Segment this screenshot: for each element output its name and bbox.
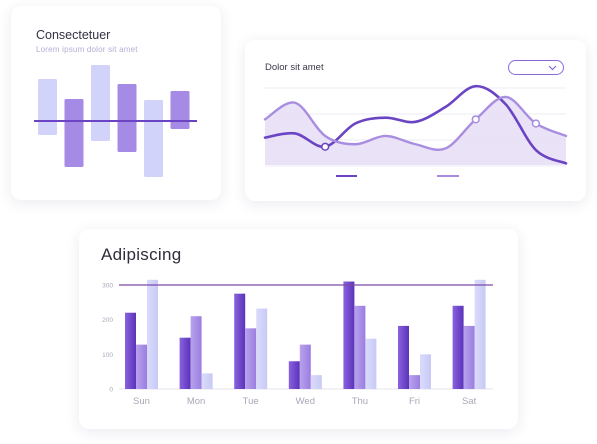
card-title: Dolor sit amet: [265, 62, 324, 73]
x-tick-label: Sun: [133, 396, 150, 407]
x-tick-label: Thu: [352, 396, 368, 407]
bar: [474, 279, 486, 389]
card-title: Adipiscing: [101, 245, 182, 264]
y-tick-label: 300: [102, 283, 113, 290]
x-tick-label: Mon: [187, 396, 205, 407]
floating-bar: [117, 84, 137, 152]
line-chart: [263, 84, 568, 177]
card-subtitle: Lorem ipsum dolor sit amet: [36, 45, 138, 54]
bar: [201, 373, 213, 389]
bar: [354, 305, 366, 389]
chevron-down-icon: [548, 65, 557, 71]
period-dropdown[interactable]: [508, 60, 564, 75]
grouped-bar-chart-card: Adipiscing 0 100 200 300 Sun Mon Tue Wed Thu Fri S…: [79, 229, 518, 429]
line-chart-card: Dolor sit amet: [245, 40, 586, 201]
bar: [452, 305, 464, 389]
floating-bar: [144, 100, 163, 177]
y-tick-label: 200: [102, 317, 113, 324]
data-point-marker[interactable]: [531, 119, 541, 128]
y-tick-label: 0: [109, 387, 113, 394]
floating-bar: [38, 79, 57, 135]
bar: [190, 316, 202, 389]
series-area: [265, 96, 566, 165]
x-tick-label: Tue: [243, 396, 259, 407]
grouped-bar-chart: 0 100 200 300 Sun Mon Tue Wed Thu Fri Sat: [102, 279, 493, 407]
bar: [310, 375, 322, 389]
bar: [234, 293, 246, 389]
series-line: [263, 95, 568, 151]
bar: [343, 281, 355, 389]
floating-bar-chart: [34, 65, 197, 177]
bar: [147, 279, 158, 389]
bar: [463, 325, 475, 389]
floating-bar: [91, 65, 110, 141]
y-tick-label: 100: [102, 352, 113, 359]
bar: [125, 312, 136, 389]
floating-bar-chart-card: Consectetuer Lorem ipsum dolor sit amet: [11, 6, 221, 200]
bar: [420, 354, 431, 389]
x-tick-label: Fri: [409, 396, 420, 407]
data-point-marker[interactable]: [471, 115, 480, 124]
x-tick-label: Sat: [462, 396, 477, 407]
floating-bar: [64, 99, 84, 167]
data-point-marker[interactable]: [321, 142, 330, 151]
card-title: Consectetuer: [36, 28, 111, 42]
x-tick-label: Wed: [296, 396, 315, 407]
bar: [136, 344, 147, 389]
bar: [398, 325, 409, 389]
bar: [299, 344, 311, 389]
bar: [245, 328, 257, 389]
bar: [288, 361, 300, 389]
bar: [365, 338, 377, 389]
bar: [409, 375, 420, 389]
series-line: [263, 84, 568, 165]
bar: [256, 308, 268, 389]
floating-bar: [170, 91, 190, 129]
bar: [179, 337, 191, 389]
